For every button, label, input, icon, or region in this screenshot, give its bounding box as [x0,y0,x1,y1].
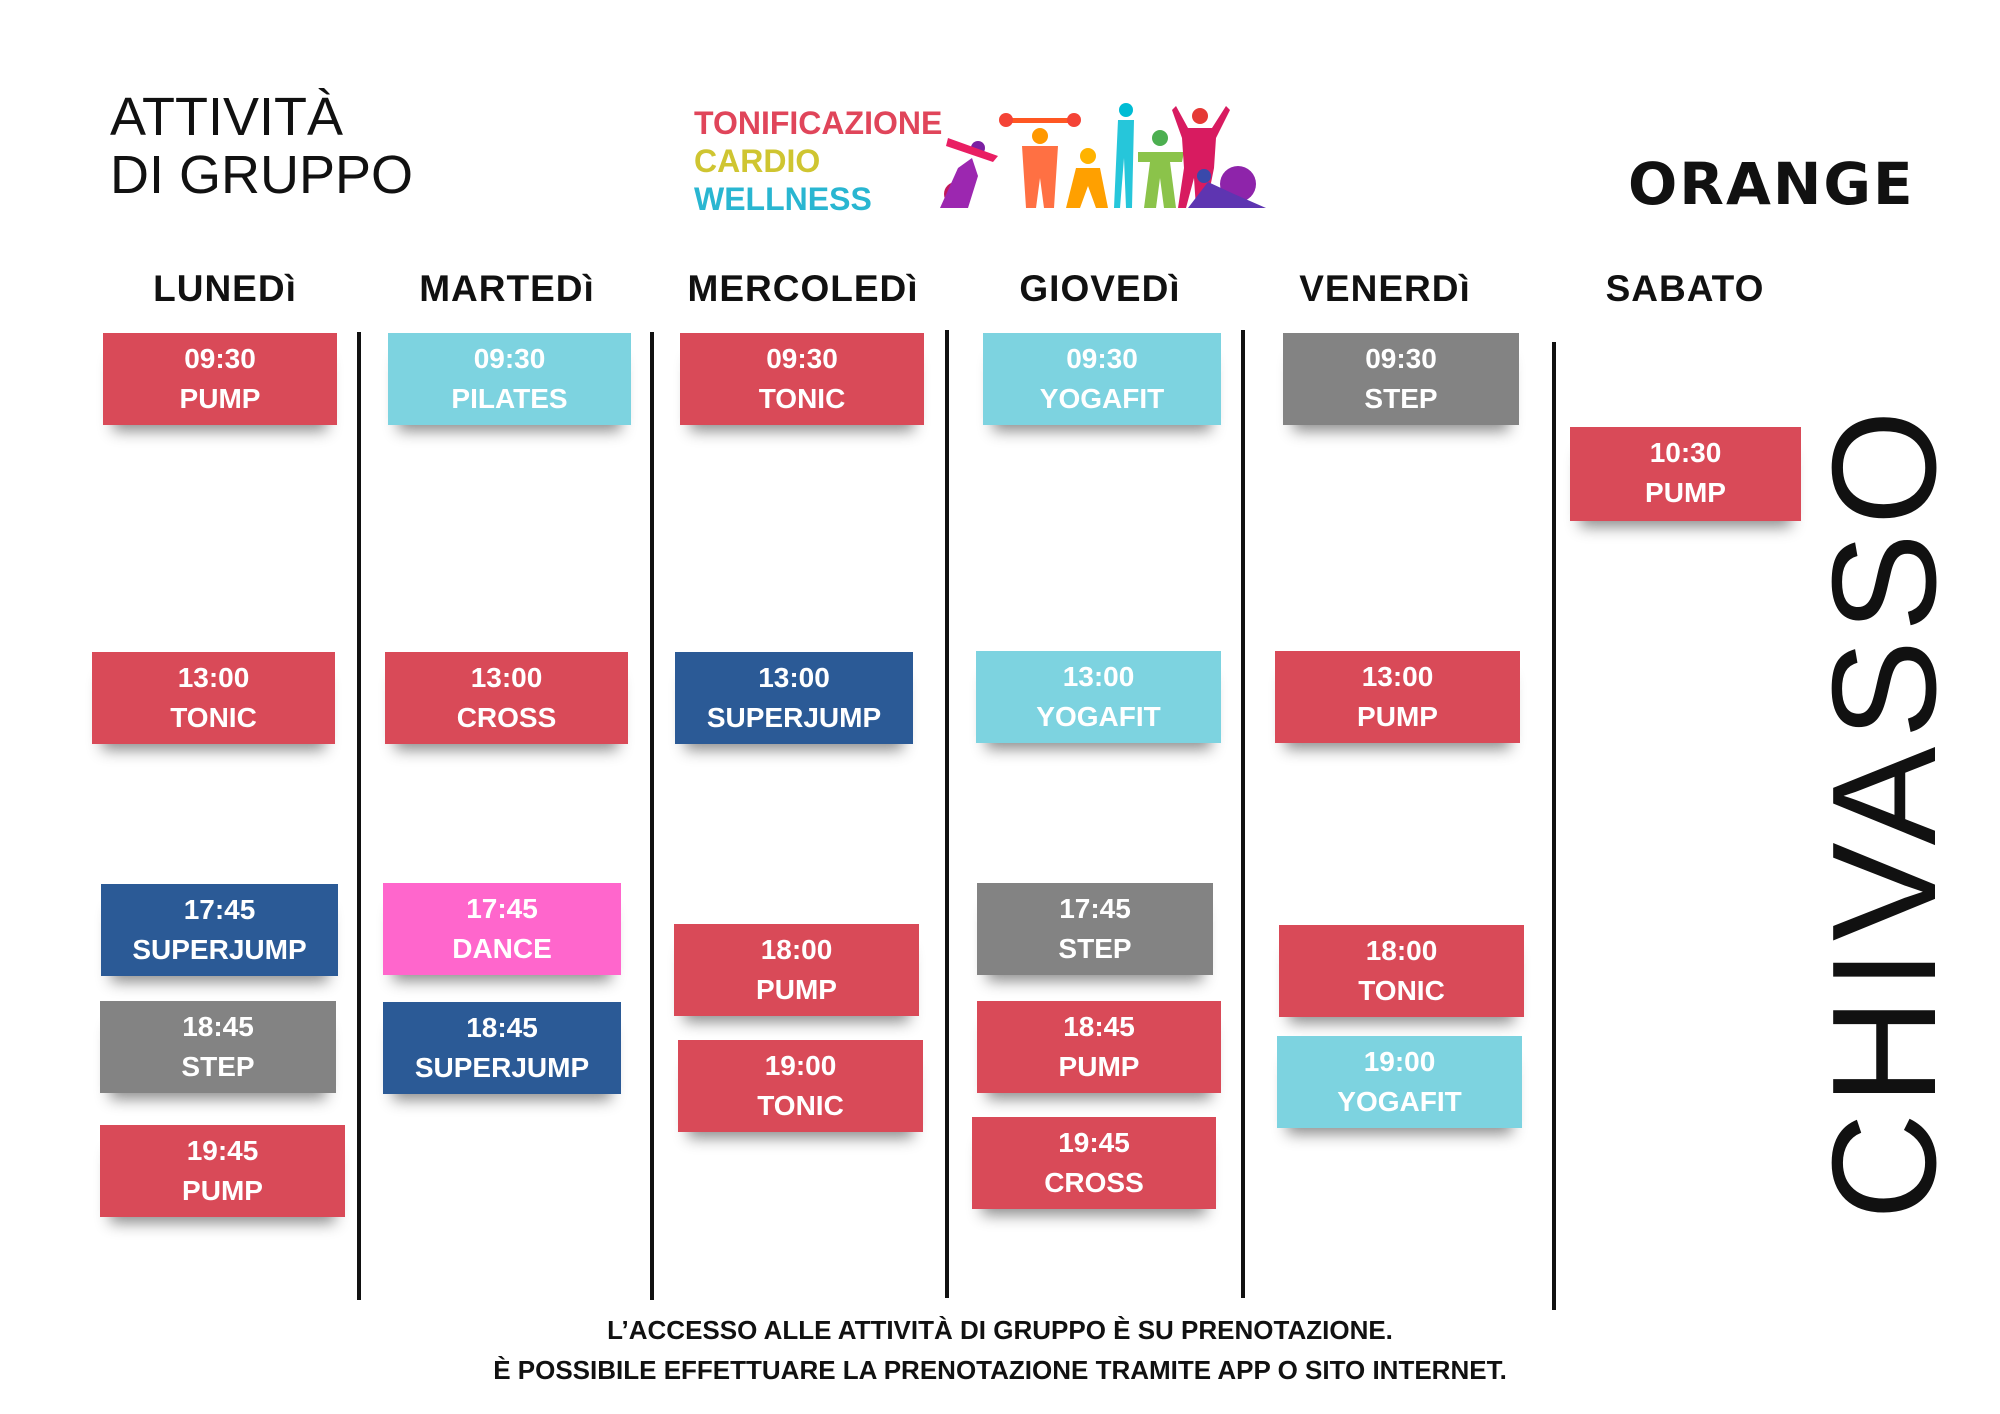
class-time: 09:30 [184,343,256,374]
day-header-sabato: SABATO [1605,268,1765,309]
class-name: STEP [181,1051,255,1082]
class-time: 19:00 [1363,1046,1436,1077]
class-card[interactable]: 19:45 CROSS [972,1117,1216,1209]
class-time: 17:45 [466,893,538,924]
class-name: YOGAFIT [1039,383,1165,414]
category-list: TONIFICAZIONE CARDIO WELLNESS [694,104,942,218]
class-time: 17:45 [183,894,256,925]
athletes-silhouettes-icon [940,103,1266,208]
class-time: 13:00 [177,662,250,693]
class-time: 10:30 [1649,437,1722,468]
class-card[interactable]: 18:45 PUMP [977,1001,1221,1093]
class-card[interactable]: 13:00 CROSS [385,652,628,744]
class-card[interactable]: 18:00 TONIC [1279,925,1524,1017]
column-divider [1552,342,1556,1310]
class-card[interactable]: 19:00 YOGAFIT [1277,1036,1522,1128]
class-time: 18:00 [1365,935,1438,966]
column-divider [1241,330,1245,1298]
title-line-1: ATTIVITÀ [110,87,344,147]
class-time: 13:00 [1062,661,1135,692]
footer-note: L’ACCESSO ALLE ATTIVITÀ DI GRUPPO È SU P… [0,1310,2000,1390]
class-name: TONIC [757,1090,844,1121]
class-name: YOGAFIT [1337,1086,1462,1117]
class-time: 19:45 [186,1135,259,1166]
class-time: 09:30 [473,343,546,374]
class-name: SUPERJUMP [706,702,882,733]
column-divider [650,332,654,1300]
class-time: 19:45 [1058,1127,1130,1158]
class-card[interactable]: 09:30 PUMP [103,333,337,425]
class-name: PUMP [182,1175,263,1206]
class-time: 18:45 [182,1011,254,1042]
day-header-lunedi: LUNEDì [153,268,297,309]
class-card[interactable]: 10:30 PUMP [1570,427,1801,521]
day-header-giovedi: GIOVEDì [1019,268,1181,309]
class-card[interactable]: 17:45 DANCE [383,883,621,975]
class-name: STEP [1058,933,1132,964]
day-header-mercoledi: MERCOLEDì [687,268,919,309]
class-time: 18:45 [1063,1011,1135,1042]
class-time: 18:45 [466,1012,538,1043]
class-name: PUMP [1357,701,1438,732]
class-name: TONIC [170,702,257,733]
title-line-2: DI GRUPPO [110,145,414,205]
column-divider [945,330,949,1298]
orange-logo: ORANGE [1628,150,1915,218]
class-time: 09:30 [766,343,838,374]
class-card[interactable]: 18:45 SUPERJUMP [383,1002,621,1094]
class-name: PUMP [756,974,837,1005]
class-card[interactable]: 09:30 TONIC [680,333,924,425]
footer-line-2: È POSSIBILE EFFETTUARE LA PRENOTAZIONE T… [493,1355,1507,1385]
class-name: DANCE [452,933,552,964]
category-cardio: CARDIO [694,143,821,179]
day-header-martedi: MARTEDì [419,268,595,309]
class-time: 18:00 [760,934,833,965]
class-name: PILATES [451,383,568,414]
footer-line-1: L’ACCESSO ALLE ATTIVITÀ DI GRUPPO È SU P… [607,1315,1393,1345]
class-name: CROSS [1044,1167,1144,1198]
class-card[interactable]: 18:45 STEP [100,1001,336,1093]
class-time: 09:30 [1066,343,1138,374]
category-wellness: WELLNESS [694,181,872,217]
class-name: PUMP [1645,477,1726,508]
class-name: PUMP [1058,1051,1140,1082]
class-time: 13:00 [470,662,543,693]
class-name: PUMP [179,383,261,414]
category-toning: TONIFICAZIONE [694,105,943,141]
class-time: 13:00 [1361,661,1434,692]
class-card[interactable]: 19:00 TONIC [678,1040,923,1132]
class-name: TONIC [1358,975,1445,1006]
class-card[interactable]: 09:30 STEP [1283,333,1519,425]
class-card[interactable]: 13:00 TONIC [92,652,335,744]
class-time: 13:00 [758,662,830,693]
class-time: 09:30 [1365,343,1437,374]
class-card[interactable]: 17:45 SUPERJUMP [101,884,338,976]
day-header-venerdi: VENERDì [1299,268,1471,309]
class-time: 19:00 [764,1050,837,1081]
class-name: YOGAFIT [1036,701,1161,732]
class-name: SUPERJUMP [132,934,307,965]
class-card[interactable]: 09:30 PILATES [388,333,631,425]
class-name: STEP [1364,383,1438,414]
page-title: ATTIVITÀ DI GRUPPO [110,88,413,204]
class-name: SUPERJUMP [414,1052,590,1083]
class-card[interactable]: 09:30 YOGAFIT [983,333,1221,425]
city-label: CHIVASSO [1802,402,1967,1220]
column-divider [357,332,361,1300]
class-card[interactable]: 13:00 YOGAFIT [976,651,1221,743]
class-card[interactable]: 13:00 SUPERJUMP [675,652,913,744]
class-card[interactable]: 18:00 PUMP [674,924,919,1016]
class-name: TONIC [758,383,846,414]
class-name: CROSS [456,702,557,733]
class-card[interactable]: 13:00 PUMP [1275,651,1520,743]
class-card[interactable]: 19:45 PUMP [100,1125,345,1217]
class-time: 17:45 [1059,893,1131,924]
class-card[interactable]: 17:45 STEP [977,883,1213,975]
